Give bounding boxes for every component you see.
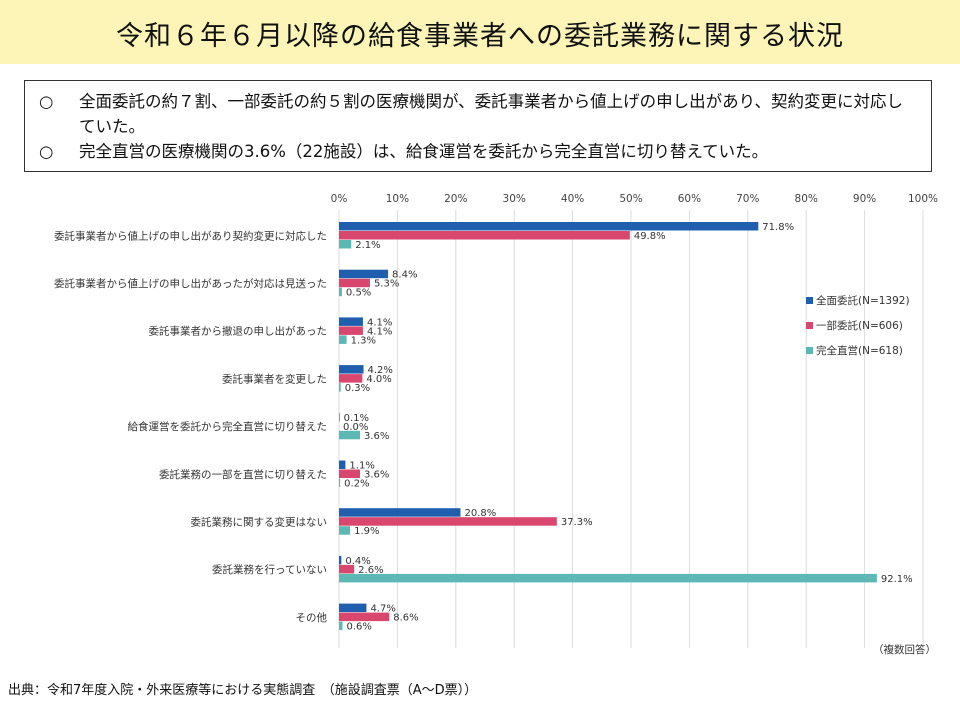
title-band xyxy=(0,0,960,64)
bullet-mark: ○ xyxy=(39,142,54,161)
chart-note: （複数回答） xyxy=(873,643,936,656)
data-label: 3.6% xyxy=(364,431,389,442)
page-title: 令和６年６月以降の給食事業者への委託業務に関する状況 xyxy=(116,21,844,52)
x-tick-label: 40% xyxy=(561,193,584,205)
bar xyxy=(339,564,355,574)
x-tick-label: 0% xyxy=(331,193,348,205)
data-label: 0.3% xyxy=(345,383,370,394)
bar xyxy=(339,222,759,231)
data-label: 20.8% xyxy=(464,508,496,519)
legend-swatch xyxy=(806,297,813,304)
data-label: 0.5% xyxy=(346,288,371,299)
bar xyxy=(339,603,367,613)
data-label: 4.0% xyxy=(366,374,391,385)
category-label: 委託業務の一部を直営に切り替えた xyxy=(159,468,327,481)
category-label: その他 xyxy=(296,611,328,624)
legend-swatch xyxy=(806,347,813,354)
bar xyxy=(339,269,389,279)
category-label: 委託事業者から値上げの申し出があったが対応は見送った xyxy=(54,277,327,290)
bar xyxy=(339,231,630,240)
data-label: 1.1% xyxy=(349,461,374,472)
data-label: 49.8% xyxy=(634,231,666,242)
category-label: 給食運営を委託から完全直営に切り替えた xyxy=(128,420,328,433)
data-label: 0.6% xyxy=(347,622,372,633)
bar xyxy=(339,412,340,422)
data-label: 4.1% xyxy=(367,326,392,337)
x-tick-label: 70% xyxy=(736,193,759,205)
bar-chart: 0% 10% 20% 30% 40% 50% 60% 70% 80% 90% 100% 委託事業者から… xyxy=(54,193,938,656)
legend-swatch xyxy=(806,322,813,329)
x-tick-label: 10% xyxy=(386,193,409,205)
bar xyxy=(339,621,343,631)
data-label: 92.1% xyxy=(881,574,913,585)
bar xyxy=(339,612,390,622)
legend-label: 全面委託(N=1392) xyxy=(816,294,910,307)
bar xyxy=(339,517,557,526)
data-label: 0.4% xyxy=(345,556,370,567)
data-label: 3.6% xyxy=(364,470,389,481)
x-tick-label: 20% xyxy=(444,193,467,205)
data-label: 0.2% xyxy=(344,479,369,490)
category-label: 委託事業者から値上げの申し出があり契約変更に対応した xyxy=(54,229,327,242)
summary-line: ○ 完全直営の医療機関の3.6%（22施設）は、給食運営を委託から完全直営に切り… xyxy=(39,139,917,164)
category-label: 委託業務を行っていない xyxy=(212,563,327,576)
data-label: 5.3% xyxy=(374,279,399,290)
data-label: 71.8% xyxy=(762,222,794,233)
data-label: 8.6% xyxy=(393,613,418,624)
data-label: 0.0% xyxy=(343,422,368,433)
category-label: 委託業務に関する変更はない xyxy=(191,515,328,528)
bullet-mark: ○ xyxy=(39,92,54,111)
legend-label: 一部委託(N=606) xyxy=(816,319,903,332)
bar xyxy=(339,383,341,392)
source-note: 出典：令和7年度入院・外来医療等における実態調査 （施設調査票（A～D票）） xyxy=(8,683,478,698)
bar xyxy=(339,278,370,288)
data-label: 4.2% xyxy=(368,365,393,376)
data-label: 8.4% xyxy=(392,270,417,281)
bar xyxy=(339,335,347,344)
bar xyxy=(339,374,363,383)
data-label: 4.1% xyxy=(367,317,392,328)
data-label: 2.1% xyxy=(355,240,380,251)
data-label: 1.9% xyxy=(354,526,379,537)
data-label: 4.7% xyxy=(370,604,395,615)
bar xyxy=(339,365,364,374)
category-label: 委託事業者から撤退の申し出があった xyxy=(149,325,328,338)
bar xyxy=(339,508,461,517)
legend-label: 完全直営(N=618) xyxy=(816,344,903,357)
bar xyxy=(339,478,341,487)
bar xyxy=(339,555,342,565)
bar xyxy=(339,526,351,535)
data-label: 0.1% xyxy=(344,413,369,424)
data-label: 37.3% xyxy=(561,517,593,528)
x-tick-label: 60% xyxy=(678,193,701,205)
bar xyxy=(339,573,877,583)
bar xyxy=(339,430,361,440)
bar xyxy=(339,326,363,335)
x-tick-label: 80% xyxy=(795,193,818,205)
bar xyxy=(339,287,342,297)
data-label: 1.3% xyxy=(351,335,376,346)
summary-line: ○ 全面委託の約７割、一部委託の約５割の医療機関が、委託事業者から値上げの申し出… xyxy=(39,89,917,139)
x-tick-label: 100% xyxy=(908,193,938,205)
x-tick-label: 90% xyxy=(853,193,876,205)
bar xyxy=(339,317,363,326)
summary-text: 完全直営の医療機関の3.6%（22施設）は、給食運営を委託から完全直営に切り替え… xyxy=(79,142,769,161)
data-label: 2.6% xyxy=(358,565,383,576)
x-tick-label: 30% xyxy=(503,193,526,205)
bar xyxy=(339,240,352,249)
bar xyxy=(339,460,346,469)
summary-text: 全面委託の約７割、一部委託の約５割の医療機関が、委託事業者から値上げの申し出があ… xyxy=(79,92,904,136)
summary-box: ○ 全面委託の約７割、一部委託の約５割の医療機関が、委託事業者から値上げの申し出… xyxy=(24,80,932,172)
category-label: 委託事業者を変更した xyxy=(222,372,327,385)
x-tick-label: 50% xyxy=(619,193,642,205)
bar xyxy=(339,469,361,478)
